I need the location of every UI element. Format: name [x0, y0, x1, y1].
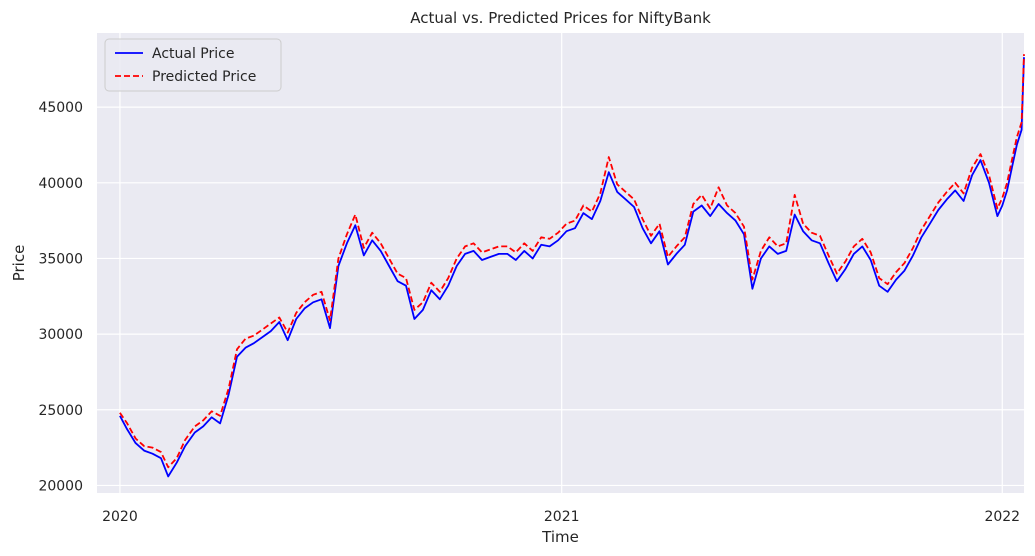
- y-axis-label: Price: [10, 245, 28, 282]
- y-tick-label: 30000: [38, 327, 83, 343]
- x-axis-label: Time: [541, 528, 579, 546]
- x-tick-label: 2021: [544, 509, 580, 525]
- x-tick-label: 2022: [984, 509, 1020, 525]
- y-tick-label: 40000: [38, 176, 83, 192]
- x-tick-labels: 2020 2021 2022: [102, 509, 1020, 525]
- y-tick-labels: 20000 25000 30000 35000 40000 45000: [38, 100, 83, 494]
- gridlines: [97, 33, 1024, 493]
- actual-price-line: [119, 57, 1025, 478]
- legend: Actual Price Predicted Price: [104, 38, 282, 92]
- plot-area: [97, 33, 1024, 493]
- y-tick-label: 25000: [38, 403, 83, 419]
- y-tick-label: 35000: [38, 251, 83, 267]
- series-layer: [119, 54, 1025, 478]
- chart-title: Actual vs. Predicted Prices for NiftyBan…: [410, 9, 711, 27]
- y-tick-label: 20000: [38, 478, 83, 494]
- legend-box: [104, 38, 282, 92]
- predicted-price-line: [119, 54, 1025, 469]
- x-tick-label: 2020: [102, 509, 138, 525]
- y-tick-label: 45000: [38, 100, 83, 116]
- legend-label-actual: Actual Price: [152, 46, 234, 62]
- legend-label-predicted: Predicted Price: [152, 69, 256, 85]
